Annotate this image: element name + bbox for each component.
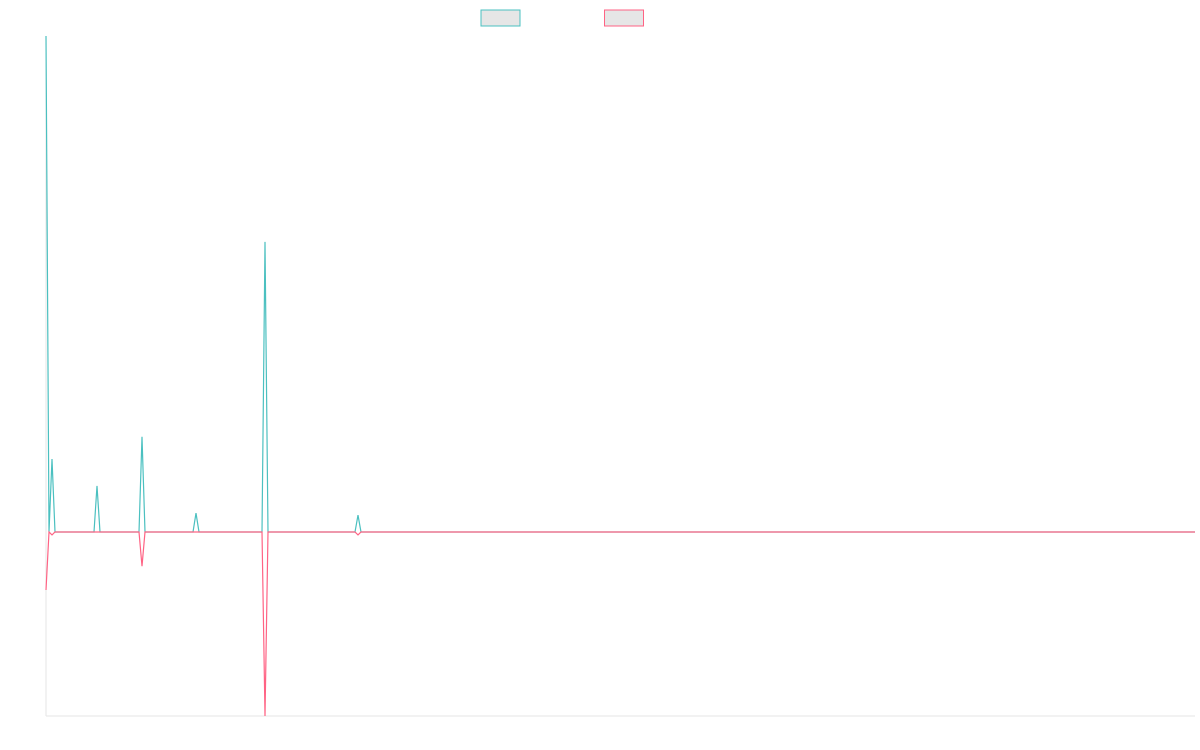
legend-swatch	[480, 9, 521, 27]
series-line	[45, 35, 1195, 533]
series-line	[45, 530, 1195, 717]
legend-swatch	[604, 9, 644, 27]
